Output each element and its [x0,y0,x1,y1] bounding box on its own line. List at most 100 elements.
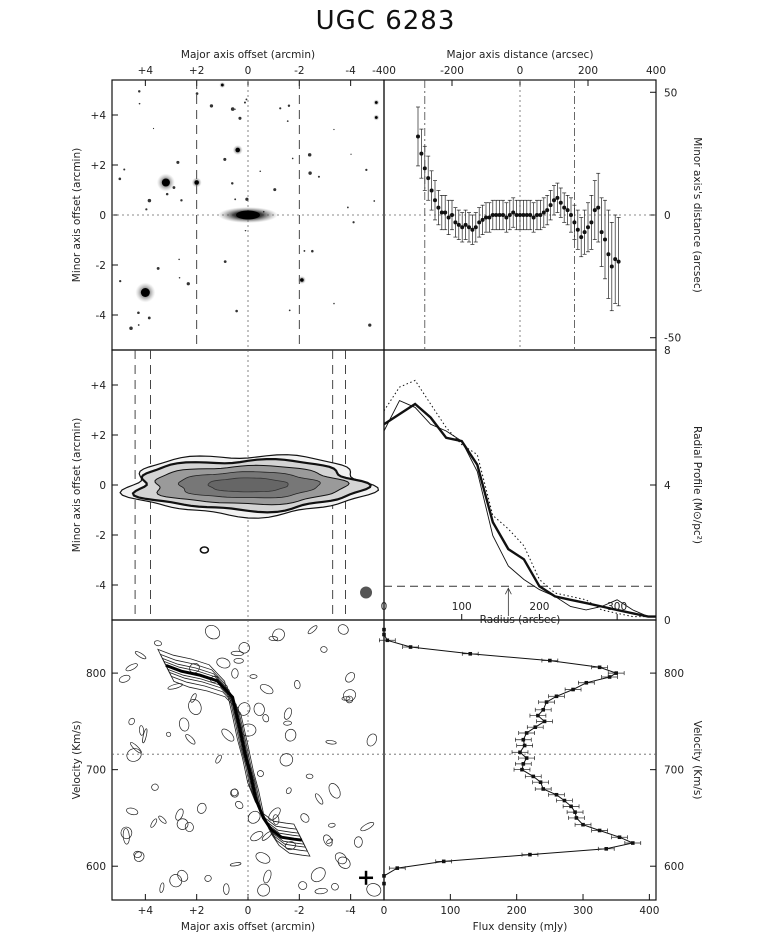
noise-contour [215,754,222,764]
data-point [422,166,427,171]
field-star [138,102,141,105]
data-point [429,188,434,193]
tick-label: 0 [245,905,252,917]
axis-labels: +4 +4 +2 +2 0 0 -2 -2 -4 -4 Major axis offset (arc… [71,49,703,933]
field-star [119,279,122,283]
noise-contour [360,822,375,832]
tick-label: 700 [664,765,684,777]
radial-panel-frame [383,349,657,621]
y-axis-label: Radial Profile (M⊙/pc²) [691,426,703,544]
noise-contour [279,753,294,767]
field-star [137,311,140,315]
tick-label: 0 [99,210,106,222]
data-point [531,774,536,779]
noise-contour [126,807,139,816]
x-axis-label: Radius (arcsec) [480,614,561,626]
emission-contour [161,657,307,848]
tick-label: 800 [86,668,106,680]
y-axis-label: Minor axis offset (arcmin) [71,148,83,282]
field-star [178,258,180,261]
noise-contour [133,850,142,858]
data-point [545,208,550,213]
noise-contour [139,725,145,736]
noise-contour [159,882,165,894]
noise-contour [272,814,280,825]
x-axis-label: Major axis offset (arcmin) [181,921,315,933]
field-star [243,101,246,104]
tick-label: -4 [345,905,356,917]
tick-label: 700 [86,765,106,777]
star-core [374,116,378,119]
data-point [536,713,540,718]
data-point [606,252,611,257]
noise-contour [366,733,377,747]
star-core [300,278,304,282]
tick-label: +2 [91,160,106,172]
noise-contour [177,869,189,882]
data-point [490,213,495,217]
profile-line-thin [383,400,656,618]
data-point [573,810,577,814]
noise-contour [130,742,142,754]
data-point [538,213,543,217]
data-point [450,213,454,217]
data-point [473,225,478,230]
contour-core [207,477,289,493]
x-axis-label: Major axis offset (arcmin) [181,49,315,61]
data-point [630,841,635,845]
field-star [307,153,312,157]
data-point [584,680,589,685]
field-star [152,127,155,130]
data-point [538,780,543,785]
field-star [244,229,247,232]
field-star [147,198,152,203]
field-star [165,192,169,196]
tick-label: 300 [573,905,593,917]
tick-label: 8 [664,345,671,357]
figure-title: UGC 6283 [315,6,456,36]
data-point [436,205,441,210]
tick-label: 100 [452,601,472,613]
noise-contour [331,883,339,891]
data-point [520,767,524,772]
data-point [416,134,420,139]
data-point [541,707,546,712]
data-point [504,215,509,220]
data-point [460,225,465,230]
data-point [616,259,621,264]
global-profile-line [383,629,635,884]
data-point [501,213,505,217]
x-axis-label: Major axis distance (arcsec) [447,49,594,61]
data-point [589,220,594,225]
noise-contour [185,734,196,745]
tick-label: -4 [345,65,356,77]
noise-contour [190,693,197,703]
emission-contour [163,660,305,845]
noise-contour [250,831,264,842]
noise-contour [178,717,190,732]
noise-contour [256,770,264,777]
data-point [571,687,575,692]
field-star [235,309,238,313]
noise-contour [230,650,244,657]
contour-island [199,546,210,554]
field-star [145,208,148,211]
star-core [235,147,240,153]
data-point [468,651,473,656]
noise-contour [253,702,265,716]
data-point [382,881,386,886]
emission-contour [157,648,311,857]
tick-label: 400 [646,65,666,77]
data-point [426,176,431,181]
data-point [453,220,458,225]
data-point [552,198,556,203]
field-star [368,323,372,327]
data-point [395,866,400,870]
tick-label: 200 [507,905,527,917]
noise-contour [175,808,184,821]
field-star [333,302,335,305]
star-core [140,288,150,297]
field-star [350,153,352,155]
data-point [382,874,386,878]
field-star [303,249,306,252]
